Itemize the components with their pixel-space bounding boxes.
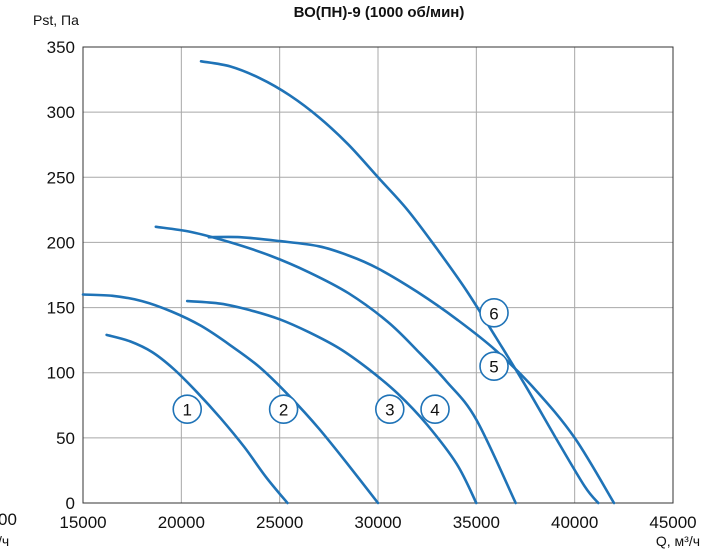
curve-marker-label: 3	[385, 401, 394, 420]
x-tick-label: 15000	[59, 513, 106, 532]
y-tick-label: 50	[56, 429, 75, 448]
x-tick-label: 20000	[158, 513, 205, 532]
curves	[81, 60, 616, 505]
y-tick-label: 100	[47, 364, 75, 383]
x-tick-label: 45000	[649, 513, 696, 532]
curve-marker-3: 3	[374, 394, 405, 424]
curve-marker-label: 5	[489, 358, 498, 377]
curve-marker-circle	[479, 351, 509, 382]
curve-marker-circle	[420, 394, 450, 424]
chart-title: ВО(ПН)-9 (1000 об/мин)	[294, 4, 465, 21]
x-tick-label: 35000	[453, 513, 500, 532]
curve-marker-label: 4	[430, 401, 439, 420]
left-edge-fragment-bottom: /ч	[0, 533, 9, 549]
curve-marker-1: 1	[172, 394, 203, 424]
grid	[83, 47, 673, 503]
x-axis-label: Q, м³/ч	[656, 533, 700, 549]
curve-1	[105, 333, 289, 505]
y-tick-label: 250	[47, 168, 75, 187]
curve-marker-circle	[374, 394, 405, 424]
curve-marker-4: 4	[420, 394, 450, 424]
curve-marker-circle	[172, 394, 203, 424]
x-tick-label: 40000	[551, 513, 598, 532]
curve-marker-circle	[479, 297, 509, 328]
curve-2	[81, 293, 380, 505]
tick-labels: 15000 20000 25000 30000 35000 40000 45000 0 50 10…	[47, 38, 697, 532]
y-axis-label: Pst, Па	[33, 12, 79, 28]
y-tick-label: 350	[47, 38, 75, 57]
y-tick-label: 0	[66, 494, 75, 513]
x-tick-label: 30000	[354, 513, 401, 532]
curve-markers: 1 2 3 4 5 6	[172, 297, 509, 424]
y-tick-label: 300	[47, 103, 75, 122]
curve-marker-2: 2	[268, 394, 299, 424]
curve-marker-label: 1	[182, 401, 191, 420]
curve-5	[207, 235, 616, 505]
y-tick-label: 200	[47, 233, 75, 252]
curve-3	[185, 299, 478, 505]
curve-marker-6: 6	[479, 297, 509, 328]
curve-marker-5: 5	[479, 351, 509, 382]
y-tick-label: 150	[47, 299, 75, 318]
curve-marker-label: 6	[489, 304, 498, 323]
curve-6	[199, 60, 600, 505]
curve-4	[154, 225, 517, 505]
left-edge-fragment-top: 00	[0, 510, 17, 529]
curve-marker-circle	[268, 394, 299, 424]
x-tick-label: 25000	[256, 513, 303, 532]
curve-marker-label: 2	[279, 401, 288, 420]
